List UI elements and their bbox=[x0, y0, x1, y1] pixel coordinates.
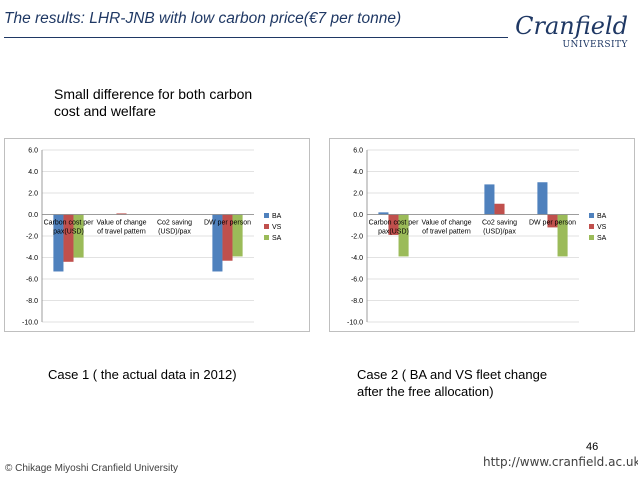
bar-ba bbox=[53, 214, 64, 272]
logo-wordmark: Cranfield bbox=[515, 12, 628, 40]
chart-border bbox=[4, 138, 310, 332]
bar-ba bbox=[378, 212, 389, 215]
legend-label-sa: SA bbox=[272, 235, 282, 242]
bar-vs bbox=[547, 214, 558, 228]
legend-label-ba: BA bbox=[272, 213, 282, 220]
bar-vs bbox=[116, 213, 127, 215]
y-tick-label: 0.0 bbox=[28, 212, 38, 219]
summary-text: Small difference for both carbon cost an… bbox=[54, 86, 304, 120]
copyright-notice: © Chikage Miyoshi Cranfield University bbox=[5, 463, 178, 474]
bar-ba bbox=[212, 214, 223, 272]
y-tick-label: -6.0 bbox=[26, 277, 38, 284]
y-tick-label: -8.0 bbox=[351, 298, 363, 305]
chart-border bbox=[329, 138, 635, 332]
legend-swatch-vs bbox=[589, 224, 594, 229]
title-underline bbox=[4, 37, 508, 38]
legend-swatch-ba bbox=[264, 213, 269, 218]
legend-swatch-sa bbox=[589, 235, 594, 240]
bar-ba bbox=[537, 182, 548, 215]
bar-sa bbox=[73, 214, 84, 258]
y-tick-label: -4.0 bbox=[26, 255, 38, 262]
y-tick-label: 2.0 bbox=[353, 191, 363, 198]
summary-line-1: Small difference for both carbon bbox=[54, 86, 253, 102]
legend-swatch-ba bbox=[589, 213, 594, 218]
y-tick-label: 6.0 bbox=[28, 148, 38, 155]
y-tick-label: -2.0 bbox=[351, 234, 363, 241]
legend-label-vs: VS bbox=[272, 224, 282, 231]
category-label: Co2 saving bbox=[157, 220, 192, 227]
university-url[interactable]: http://www.cranfield.ac.uk bbox=[483, 455, 638, 469]
chart-case-2-svg: 6.0 4.0 2.0 0.0 -2.0 -4.0 -6.0 -8.0 -10.0 Carbon … bbox=[329, 138, 635, 332]
chart-case-1-svg: 6.0 4.0 2.0 0.0 -2.0 -4.0 -6.0 -8.0 -10.0 Carbon … bbox=[4, 138, 310, 332]
bar-sa bbox=[232, 214, 243, 257]
category-label: Value of change bbox=[421, 220, 471, 227]
legend-swatch-sa bbox=[264, 235, 269, 240]
case-1-caption: Case 1 ( the actual data in 2012) bbox=[48, 367, 237, 382]
category-label: of travel pattern bbox=[422, 229, 471, 236]
category-label: Carbon cost per bbox=[44, 220, 94, 227]
y-tick-label: -4.0 bbox=[351, 255, 363, 262]
bar-vs bbox=[63, 214, 74, 262]
y-tick-label: 2.0 bbox=[28, 191, 38, 198]
category-label: pax(USD) bbox=[53, 229, 84, 236]
category-label: DW per person bbox=[204, 220, 251, 227]
y-tick-label: 4.0 bbox=[353, 169, 363, 176]
summary-line-2: cost and welfare bbox=[54, 103, 156, 119]
legend-label-sa: SA bbox=[597, 235, 607, 242]
category-label: (USD)/pax bbox=[483, 229, 516, 236]
bar-vs bbox=[494, 203, 505, 215]
case-2-caption-line-2: after the free allocation) bbox=[357, 384, 494, 399]
bar-vs bbox=[222, 214, 233, 261]
y-tick-label: 6.0 bbox=[353, 148, 363, 155]
y-tick-label: -8.0 bbox=[26, 298, 38, 305]
case-2-caption-line-1: Case 2 ( BA and VS fleet change bbox=[357, 367, 548, 382]
y-tick-label: 4.0 bbox=[28, 169, 38, 176]
chart-case-2: 6.0 4.0 2.0 0.0 -2.0 -4.0 -6.0 -8.0 -10.0 Carbon … bbox=[329, 138, 635, 332]
bar-sa bbox=[398, 214, 409, 257]
category-label: Co2 saving bbox=[482, 220, 517, 227]
category-label: DW per person bbox=[529, 220, 576, 227]
bar-sa bbox=[557, 214, 568, 257]
category-label: Carbon cost per bbox=[369, 220, 419, 227]
category-label: Value of change bbox=[96, 220, 146, 227]
case-2-caption: Case 2 ( BA and VS fleet change after th… bbox=[357, 366, 547, 400]
legend-swatch-vs bbox=[264, 224, 269, 229]
legend-label-ba: BA bbox=[597, 213, 607, 220]
bar-vs bbox=[388, 214, 399, 235]
legend-label-vs: VS bbox=[597, 224, 607, 231]
y-tick-label: -10.0 bbox=[22, 320, 38, 327]
category-label: pax(USD) bbox=[378, 229, 409, 236]
cranfield-logo: Cranfield UNIVERSITY bbox=[508, 12, 634, 52]
category-label: of travel pattern bbox=[97, 229, 146, 236]
page-number: 46 bbox=[586, 441, 599, 453]
chart-case-1: 6.0 4.0 2.0 0.0 -2.0 -4.0 -6.0 -8.0 -10.0 Carbon … bbox=[4, 138, 310, 332]
category-label: (USD)/pax bbox=[158, 229, 191, 236]
y-tick-label: -6.0 bbox=[351, 277, 363, 284]
slide-title: The results: LHR-JNB with low carbon pri… bbox=[4, 10, 402, 27]
y-tick-label: 0.0 bbox=[353, 212, 363, 219]
y-tick-label: -2.0 bbox=[26, 234, 38, 241]
logo-subtitle: UNIVERSITY bbox=[562, 40, 628, 50]
bar-ba bbox=[484, 184, 495, 215]
y-tick-label: -10.0 bbox=[347, 320, 363, 327]
